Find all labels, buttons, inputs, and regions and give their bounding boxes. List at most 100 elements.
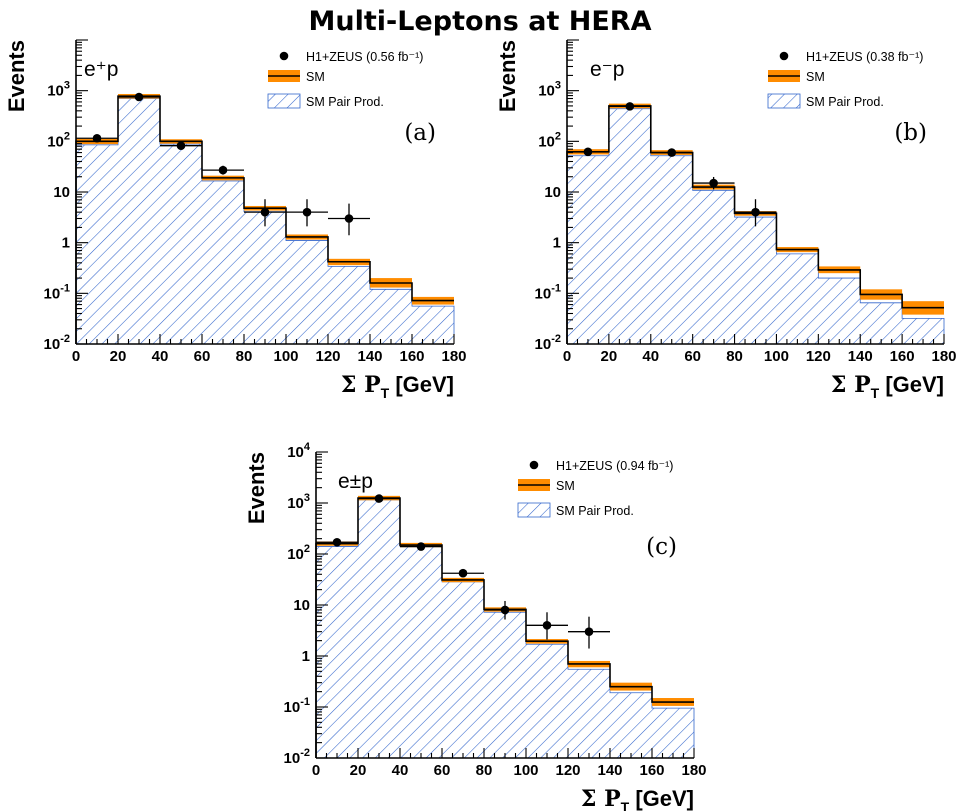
data-point <box>584 627 594 636</box>
y-tick-label: 103 <box>47 80 70 100</box>
panel-tag: (c) <box>646 534 677 560</box>
x-tick-label: 180 <box>441 348 466 365</box>
data-point <box>667 148 677 157</box>
data-point <box>625 102 635 111</box>
pair-prod-bar <box>610 692 652 758</box>
pair-prod-bar <box>328 266 370 344</box>
legend-pair-label: SM Pair Prod. <box>556 504 634 518</box>
x-tick-label: 60 <box>684 348 701 365</box>
chart-b: 0 20 40 60 80 100 120 140 160 180 10-2 10-1 1 10 102 10… <box>495 39 957 401</box>
legend-sm-label: SM <box>806 70 825 84</box>
y-axis-label: Events <box>244 452 269 524</box>
pair-prod-bar <box>358 499 400 758</box>
pair-prod-bar <box>860 302 903 344</box>
x-tick-label: 20 <box>110 348 127 365</box>
plots-container: 0 20 40 60 80 100 120 140 160 18010-210-111010210… <box>4 39 957 811</box>
pair-prod-bar <box>734 217 777 344</box>
data-point <box>458 568 468 578</box>
x-tick-label: 120 <box>806 348 831 365</box>
y-tick-label: 1 <box>302 648 310 665</box>
y-axis-label: Events <box>4 40 29 112</box>
x-tick-label: 40 <box>152 348 169 365</box>
x-tick-label: 40 <box>642 348 659 365</box>
x-tick-label: 140 <box>597 762 622 779</box>
pair-prod-bar <box>370 289 412 344</box>
process-label: e⁺p <box>84 58 118 81</box>
legend-data-marker <box>279 51 289 61</box>
x-tick-label: 80 <box>476 762 493 779</box>
data-point <box>344 214 354 223</box>
x-axis-label: Σ PT [GeV] <box>831 372 944 401</box>
pair-prod-bar <box>412 306 454 344</box>
legend-data-label: H1+ZEUS (0.56 fb⁻¹) <box>306 50 423 64</box>
y-tick-label: 10 <box>293 597 310 614</box>
x-tick-label: 160 <box>639 762 664 779</box>
data-point <box>92 133 102 143</box>
pair-prod-bar <box>526 644 568 758</box>
x-tick-label: 80 <box>726 348 743 365</box>
data-point <box>583 147 593 157</box>
data-point <box>176 141 186 151</box>
y-tick-label: 10-2 <box>535 333 561 353</box>
pair-prod-bar <box>608 108 651 345</box>
y-tick-label: 1 <box>62 235 70 252</box>
y-tick-label: 10 <box>544 184 561 201</box>
x-tick-label: 140 <box>848 348 873 365</box>
pair-prod-bar <box>400 546 442 758</box>
x-tick-label: 100 <box>273 348 298 365</box>
data-point <box>542 620 552 630</box>
y-tick-label: 102 <box>47 130 70 150</box>
pair-prod-bar <box>484 612 526 758</box>
legend-pair-swatch <box>767 93 801 109</box>
x-axis-label: Σ PT [GeV] <box>581 786 694 811</box>
y-tick-label: 1 <box>553 235 561 252</box>
x-tick-label: 0 <box>72 348 80 365</box>
pair-prod-bar <box>202 180 244 344</box>
y-tick-label: 103 <box>287 492 310 512</box>
figure-title: Multi-Leptons at HERA <box>309 6 652 37</box>
data-point <box>260 207 270 217</box>
y-tick-label: 10 <box>53 184 70 201</box>
y-tick-label: 10-2 <box>284 747 310 767</box>
pair-prod-bar <box>76 144 118 344</box>
x-tick-label: 0 <box>563 348 571 365</box>
pair-prod-bar <box>316 546 358 758</box>
data-point <box>332 537 342 547</box>
x-tick-label: 160 <box>890 348 915 365</box>
pair-prod-bar <box>650 155 693 344</box>
y-tick-label: 10-1 <box>44 282 70 302</box>
data-point <box>302 207 312 217</box>
sm-histogram-line <box>75 95 454 344</box>
pair-prod-bar <box>818 278 861 344</box>
legend-data-marker <box>529 460 539 470</box>
x-tick-label: 120 <box>315 348 340 365</box>
pair-prod-bar <box>568 669 610 758</box>
legend-pair-label: SM Pair Prod. <box>306 95 384 109</box>
pair-prod-bar <box>567 155 609 344</box>
y-tick-label: 102 <box>538 130 561 150</box>
x-tick-label: 100 <box>764 348 789 365</box>
x-tick-label: 40 <box>392 762 409 779</box>
chart-c: 0 20 40 60 80 100 120 140 160 180 10-2 10-1 1 10 102 10… <box>244 441 707 811</box>
legend-sm-label: SM <box>306 70 325 84</box>
data-point <box>134 92 144 102</box>
data-point <box>709 178 718 188</box>
pair-prod-bar <box>442 581 484 758</box>
legend-data-marker <box>779 51 789 61</box>
pair-prod-bar <box>692 190 735 344</box>
pair-prod-bar <box>160 144 202 344</box>
legend-pair-label: SM Pair Prod. <box>806 95 884 109</box>
y-tick-label: 10-1 <box>535 282 561 302</box>
x-tick-label: 160 <box>399 348 424 365</box>
legend: H1+ZEUS (0.94 fb⁻¹) SM SM Pair Prod. <box>517 459 673 518</box>
x-tick-label: 60 <box>194 348 211 365</box>
x-tick-label: 80 <box>236 348 253 365</box>
pair-prod-bar <box>776 253 819 344</box>
x-tick-label: 180 <box>681 762 706 779</box>
data-point <box>416 542 426 551</box>
pair-prod-bar <box>652 708 694 758</box>
legend: H1+ZEUS (0.56 fb⁻¹) SM SM Pair Prod. <box>267 50 423 109</box>
y-tick-label: 103 <box>538 80 561 100</box>
x-tick-label: 120 <box>555 762 580 779</box>
